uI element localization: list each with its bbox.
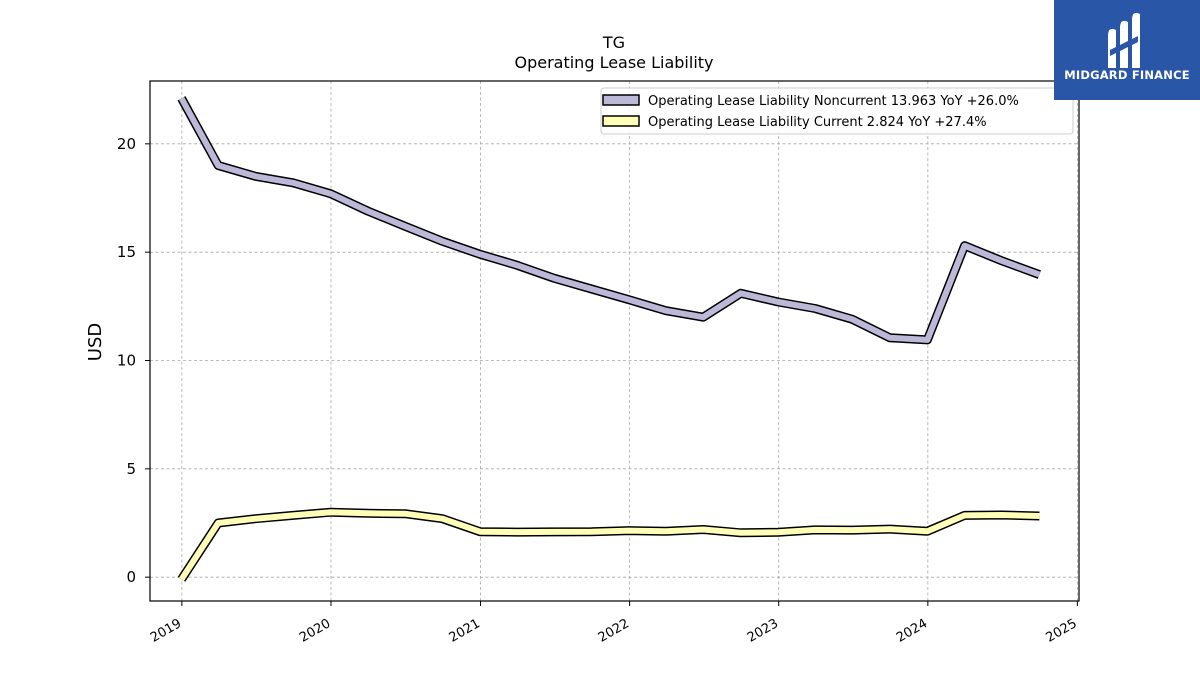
y-tick-label: 15	[117, 243, 136, 261]
x-tick-label: 2019	[148, 616, 184, 646]
series-outline	[177, 96, 1041, 345]
x-axis: 2019 2020 2021 2022 2023 2024 2025	[148, 601, 1080, 646]
legend-swatch	[602, 115, 640, 127]
x-tick-label: 2021	[447, 616, 483, 646]
series-outline	[177, 507, 1040, 582]
plot-frame	[149, 80, 1080, 602]
chart-subtitle: Operating Lease Liability	[514, 53, 713, 72]
series-layer	[177, 96, 1041, 582]
brand-logo: MIDGARD FINANCE	[1054, 0, 1200, 100]
y-tick-label: 0	[126, 568, 136, 586]
y-axis-label: USD	[85, 323, 106, 361]
x-tick-label: 2020	[297, 616, 333, 646]
series-line-1	[177, 507, 1040, 582]
legend-box	[600, 87, 1074, 135]
x-tick-label: 2023	[745, 616, 781, 646]
series-line-0	[177, 96, 1041, 345]
y-tick-label: 5	[126, 460, 136, 478]
y-tick-label: 20	[117, 135, 136, 153]
series-fill	[178, 509, 1040, 581]
legend-entry-label: Operating Lease Liability Current 2.824 …	[648, 115, 987, 130]
series-fill	[178, 96, 1041, 343]
midgard-logo-icon	[1108, 12, 1140, 68]
y-axis: 0 5 10 15 20	[117, 135, 150, 586]
chart-title: TG	[602, 33, 625, 52]
x-tick-label: 2025	[1044, 616, 1080, 646]
legend-swatch	[602, 94, 640, 106]
x-tick-label: 2022	[596, 616, 632, 646]
grid-lines	[150, 81, 1079, 601]
brand-name: MIDGARD FINANCE	[1064, 68, 1190, 82]
y-tick-label: 10	[117, 352, 136, 370]
x-tick-label: 2024	[894, 616, 930, 646]
legend-entry-label: Operating Lease Liability Noncurrent 13.…	[648, 94, 1019, 109]
legend: Operating Lease Liability Noncurrent 13.…	[600, 87, 1074, 135]
